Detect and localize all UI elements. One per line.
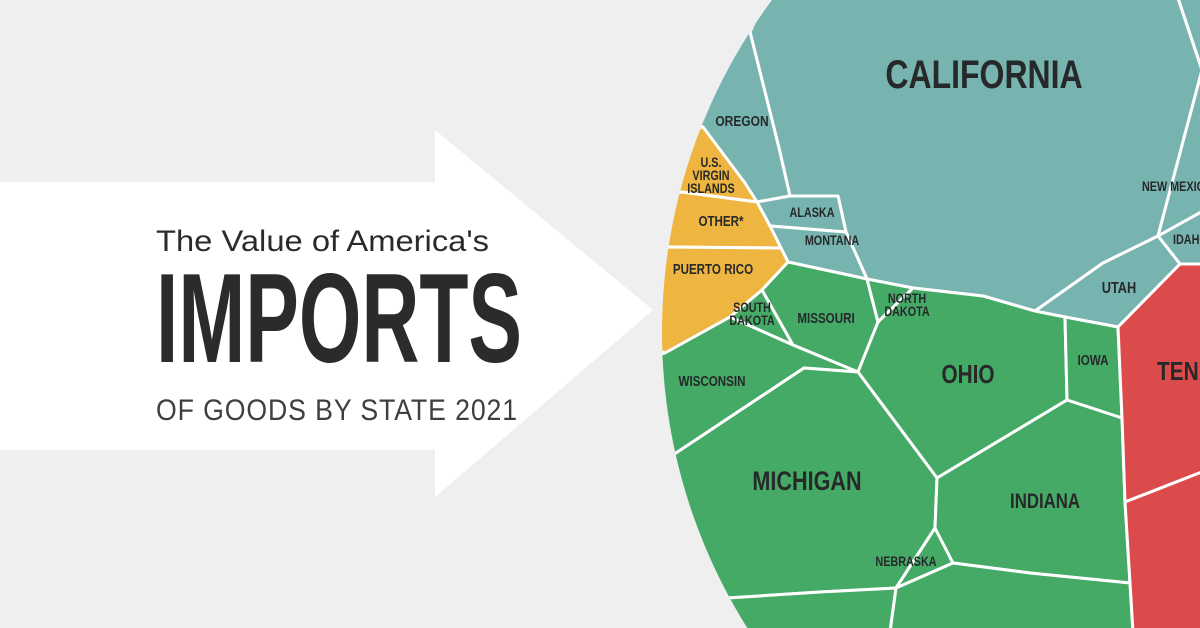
- label-us-virgin-islands: U.S. VIRGIN ISLANDS: [687, 155, 734, 196]
- region-south-lower: [1123, 466, 1200, 628]
- label-south-dakota-line2: DAKOTA: [729, 313, 775, 328]
- label-tennessee: TENNESSEE: [1157, 357, 1200, 386]
- label-south-dakota-line1: SOUTH: [733, 300, 771, 315]
- label-puerto-rico: PUERTO RICO: [673, 261, 753, 278]
- label-ohio: OHIO: [941, 360, 994, 389]
- label-utah: UTAH: [1102, 280, 1137, 298]
- arrow-shape: [0, 130, 653, 497]
- headline-line2: IMPORTS: [156, 247, 522, 389]
- headline-block: The Value of America's IMPORTS OF GOODS …: [156, 225, 522, 427]
- headline-line1: The Value of America's: [156, 225, 489, 258]
- label-usvi-line3: ISLANDS: [687, 181, 734, 196]
- label-wisconsin: WISCONSIN: [678, 373, 745, 390]
- label-new-mexico: NEW MEXICO: [1142, 179, 1200, 194]
- label-alaska: ALASKA: [790, 205, 835, 220]
- label-missouri: MISSOURI: [797, 310, 854, 327]
- label-nebraska: NEBRASKA: [875, 554, 936, 569]
- region-corner-west: [1174, 0, 1200, 72]
- label-north-dakota: NORTH DAKOTA: [884, 291, 930, 319]
- label-usvi-line1: U.S.: [701, 155, 722, 170]
- label-indiana: INDIANA: [1010, 490, 1080, 513]
- label-north-dakota-line2: DAKOTA: [884, 304, 930, 319]
- state-labels: CALIFORNIA OREGON U.S. VIRGIN ISLANDS OT…: [673, 52, 1200, 570]
- label-iowa: IOWA: [1078, 352, 1109, 369]
- label-michigan: MICHIGAN: [752, 467, 861, 497]
- label-usvi-line2: VIRGIN: [692, 168, 729, 183]
- label-south-dakota: SOUTH DAKOTA: [729, 300, 775, 328]
- label-oregon: OREGON: [715, 113, 768, 130]
- label-montana: MONTANA: [805, 233, 860, 248]
- region-new-mexico: [1156, 68, 1200, 238]
- label-other: OTHER*: [698, 213, 744, 230]
- label-idaho: IDAHO: [1173, 232, 1200, 247]
- headline-line3: OF GOODS BY STATE 2021: [156, 394, 518, 427]
- label-north-dakota-line1: NORTH: [888, 291, 926, 306]
- label-california: CALIFORNIA: [885, 52, 1082, 97]
